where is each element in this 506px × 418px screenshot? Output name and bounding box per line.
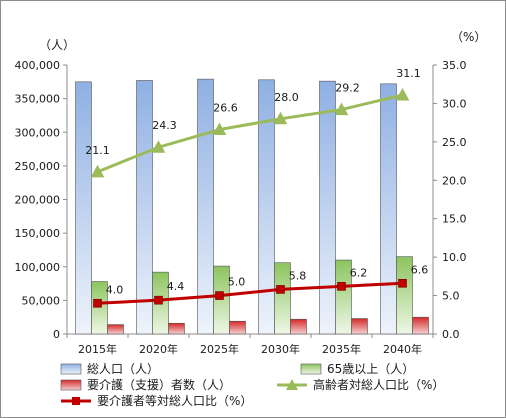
right-axis-tick-label: 25.0 xyxy=(442,136,467,149)
left-axis-tick-label: 100,000 xyxy=(15,261,61,274)
left-axis-tick-label: 150,000 xyxy=(15,227,61,240)
right-axis-tick-label: 0.0 xyxy=(442,328,460,341)
care-ratio-marker xyxy=(337,282,346,291)
legend-label: 高齢者対総人口比（%） xyxy=(313,377,444,392)
left-axis-tick-label: 0 xyxy=(53,328,60,341)
left-axis-tick-label: 300,000 xyxy=(15,126,61,139)
category-label: 2020年 xyxy=(139,342,178,356)
care-ratio-data-label: 4.4 xyxy=(167,280,185,293)
aged-65-plus-bar xyxy=(396,256,413,335)
care-ratio-marker xyxy=(276,285,285,294)
category-label: 2040年 xyxy=(383,342,422,356)
legend-marker xyxy=(286,379,298,390)
aged-65-plus-bar xyxy=(274,262,291,335)
legend-care-recipients: 要介護（支援）者数（人） xyxy=(60,377,231,392)
total-population-bar xyxy=(136,80,153,335)
legend-label: 要介護（支援）者数（人） xyxy=(87,377,231,392)
legend-swatch xyxy=(60,363,82,375)
elderly-ratio-marker xyxy=(151,140,166,153)
right-axis-tick-label: 30.0 xyxy=(442,97,467,110)
right-axis-unit-label: （%） xyxy=(451,30,486,44)
legend-swatch xyxy=(60,379,82,391)
elderly-ratio-data-label: 21.1 xyxy=(85,144,110,157)
aged-65-plus-bar xyxy=(91,281,108,335)
left-axis-tick-label: 400,000 xyxy=(15,59,61,72)
category-label: 2030年 xyxy=(261,342,300,356)
care-ratio-data-label: 4.0 xyxy=(106,283,124,296)
care-ratio-marker xyxy=(93,298,102,308)
left-axis-ticks: 0 50,000 100,000 150,000 200,000 250,000 300,0… xyxy=(15,59,67,341)
right-axis-tick-label: 35.0 xyxy=(442,59,467,72)
elderly-ratio-marker xyxy=(334,102,349,116)
care-recipients-bar xyxy=(229,320,246,335)
elderly-ratio-data-label: 24.3 xyxy=(152,119,177,132)
left-axis-tick-label: 250,000 xyxy=(15,160,61,173)
care-ratio-marker xyxy=(398,278,407,288)
aged-65-plus-bar xyxy=(213,265,230,335)
bars xyxy=(75,78,429,335)
elderly-ratio-data-label: 28.0 xyxy=(274,91,299,104)
right-axis-tick-label: 10.0 xyxy=(442,251,467,264)
right-axis-ticks: 0.0 5.0 10.0 15.0 20.0 25.0 30.0 35.0 xyxy=(433,59,467,341)
care-ratio-marker xyxy=(215,291,224,300)
care-ratio-data-label: 6.2 xyxy=(350,266,368,279)
left-axis-tick-label: 350,000 xyxy=(15,93,61,106)
elderly-ratio-marker xyxy=(212,122,227,136)
right-axis-tick-label: 5.0 xyxy=(442,290,460,303)
care-recipients-bar xyxy=(412,316,429,335)
legend-label: 総人口（人） xyxy=(87,362,159,376)
care-recipients-bar xyxy=(351,318,368,335)
category-label: 2025年 xyxy=(200,342,239,356)
care-ratio-data-label: 6.6 xyxy=(411,263,429,276)
legend-swatch xyxy=(300,363,322,375)
elderly-ratio-marker xyxy=(90,164,105,178)
category-labels: 2015年 2020年 2025年 2030年 2035年 2040年 xyxy=(66,334,434,356)
total-population-bar xyxy=(258,79,275,335)
total-population-bar xyxy=(197,78,214,335)
care-recipients-bar xyxy=(107,324,124,335)
right-axis-tick-label: 20.0 xyxy=(442,174,467,187)
total-population-bar xyxy=(380,83,397,335)
legend-label: 65歳以上（人） xyxy=(327,362,414,376)
category-label: 2035年 xyxy=(322,342,361,356)
left-axis-tick-label: 50,000 xyxy=(22,294,61,307)
elderly-ratio-marker xyxy=(395,87,410,101)
right-axis-tick-label: 15.0 xyxy=(442,213,467,226)
total-population-bar xyxy=(75,81,92,335)
elderly-ratio-data-label: 29.2 xyxy=(335,82,360,95)
care-ratio-data-label: 5.8 xyxy=(289,269,307,282)
aged-65-plus-bar xyxy=(335,259,352,335)
left-axis-unit-label: （人） xyxy=(39,38,75,52)
lines: 21.1 24.3 26.6 28.0 29.2 31.1 4.0 4.4 5.0 5.8 6.2 6… xyxy=(85,67,429,308)
care-recipients-bar xyxy=(290,318,307,335)
legend-total-population: 総人口（人） xyxy=(60,362,159,376)
legend-elderly-ratio: 高齢者対総人口比（%） xyxy=(277,377,444,392)
legend-label: 要介護者等対総人口比（%） xyxy=(97,393,252,408)
legend-aged-65-plus: 65歳以上（人） xyxy=(300,362,414,376)
legend-care-ratio: 要介護者等対総人口比（%） xyxy=(61,393,252,408)
care-ratio-data-label: 5.0 xyxy=(228,276,246,289)
care-recipients-bar xyxy=(168,322,185,335)
legend-marker xyxy=(72,397,80,405)
left-axis-tick-label: 200,000 xyxy=(15,194,61,207)
care-ratio-marker xyxy=(154,295,163,305)
elderly-ratio-line xyxy=(96,93,403,174)
total-population-bar xyxy=(319,80,336,335)
elderly-ratio-marker xyxy=(273,111,288,125)
care-ratio-line xyxy=(97,281,403,305)
legend: 総人口（人） 65歳以上（人） 要介護（支援）者数（人） 高齢者対総人口比（%） 要介護… xyxy=(60,362,444,408)
category-label: 2015年 xyxy=(78,342,117,356)
elderly-ratio-data-label: 26.6 xyxy=(213,102,238,115)
elderly-ratio-data-label: 31.1 xyxy=(396,67,421,80)
